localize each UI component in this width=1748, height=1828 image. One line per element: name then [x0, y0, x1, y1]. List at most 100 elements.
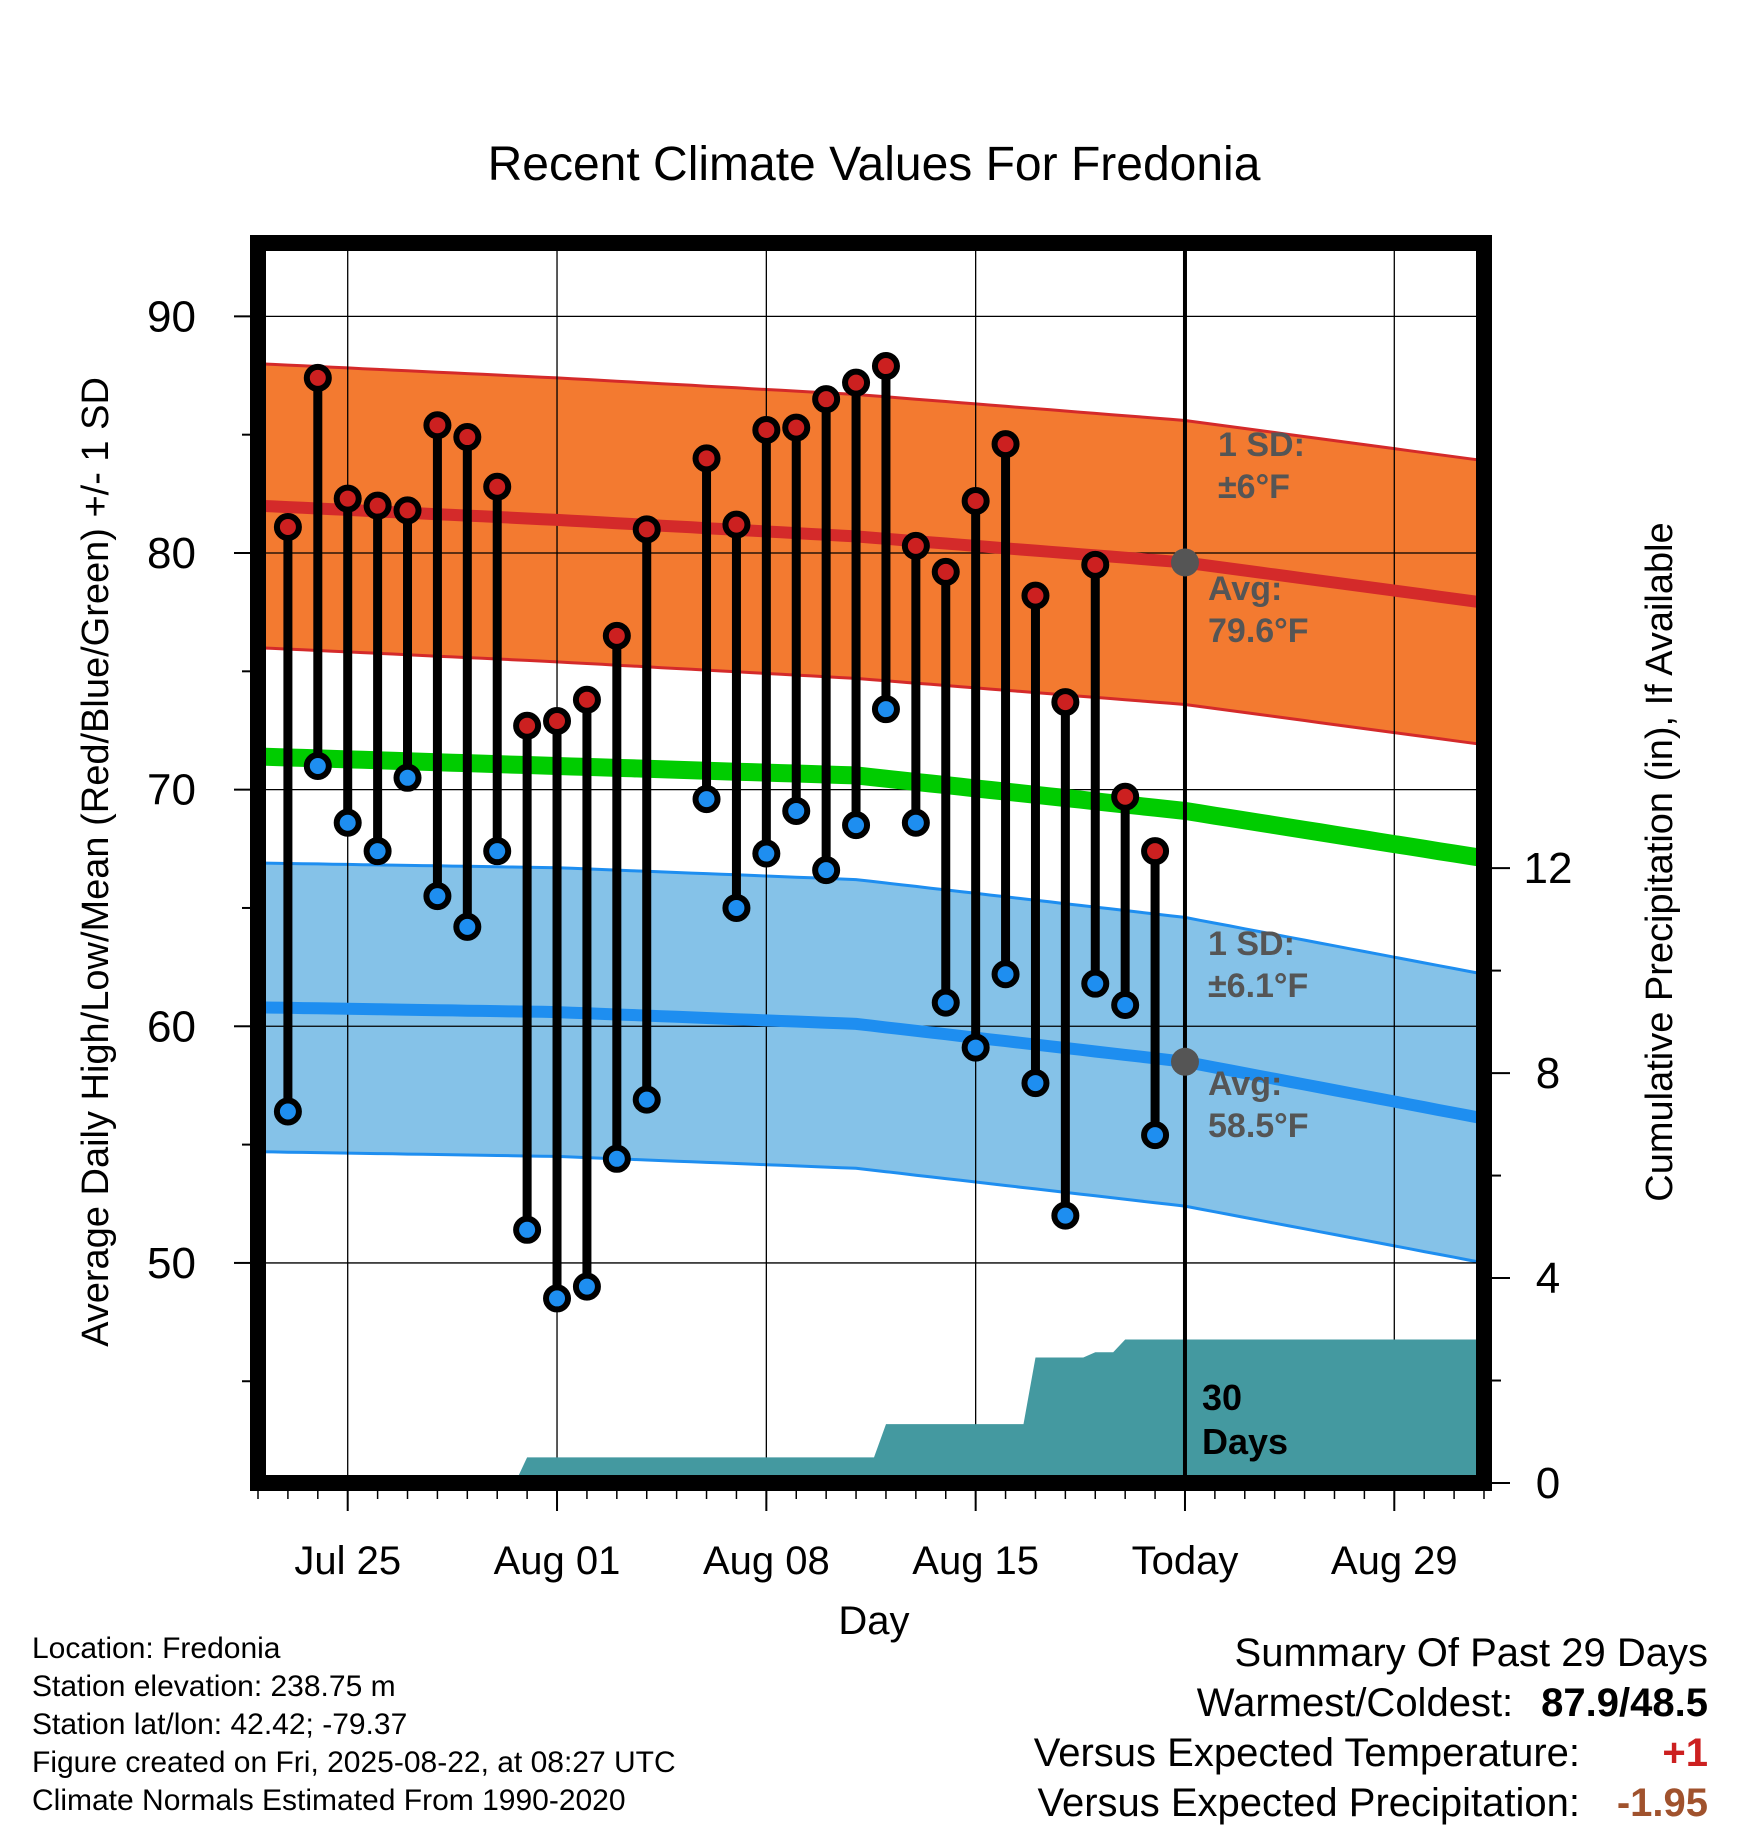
low-sd-annotation-line-1: 1 SD: — [1208, 925, 1295, 963]
low-temp-point — [871, 695, 900, 724]
high-temp-point — [961, 486, 990, 515]
temp-versus-label: Versus Expected Temperature: — [1033, 1731, 1580, 1775]
summary-precip-row: Versus Expected Precipitation: -1.95 — [1034, 1778, 1708, 1828]
low-temp-point — [543, 1284, 572, 1313]
low-temp-point — [602, 1144, 631, 1173]
temp-versus-value: +1 — [1662, 1731, 1708, 1775]
x-tick-label: Jul 25 — [294, 1539, 401, 1583]
y-tick-label: 60 — [147, 1002, 196, 1051]
low-avg-annotation-line-2: 58.5°F — [1208, 1107, 1309, 1145]
plot-area: 1 SD: ±6°F Avg: 79.6°F 1 SD: ±6.1°F Avg: 58.5°F… — [258, 243, 1484, 1483]
high-temp-point — [483, 472, 512, 501]
y-tick-label: 90 — [147, 292, 196, 341]
high-sd-lower-line — [258, 646, 1484, 747]
low-temp-point — [1111, 990, 1140, 1019]
summary-title: Summary Of Past 29 Days — [1234, 1631, 1708, 1675]
high-sd-band — [258, 363, 1484, 745]
high-temp-point — [782, 413, 811, 442]
low-temp-point — [363, 837, 392, 866]
x-tick-label: Aug 08 — [703, 1539, 830, 1583]
meta-created: Figure created on Fri, 2025-08-22, at 08… — [32, 1746, 676, 1779]
high-temp-point — [1051, 688, 1080, 717]
low-temp-point — [1141, 1121, 1170, 1150]
x-tick-label: Today — [1132, 1539, 1239, 1583]
high-temp-point — [423, 411, 452, 440]
y-axis-label: Average Daily High/Low/Mean (Red/Blue/Gr… — [75, 377, 117, 1347]
high-temp-point — [722, 510, 751, 539]
meta-normals: Climate Normals Estimated From 1990-2020 — [32, 1784, 626, 1817]
low-temp-point — [1081, 969, 1110, 998]
high-temp-point — [273, 512, 302, 541]
low-sd-lower-line — [258, 1150, 1484, 1265]
precip-versus-value: -1.95 — [1616, 1781, 1708, 1825]
low-avg-annotation-line-1: Avg: — [1208, 1065, 1282, 1103]
low-temp-point — [572, 1272, 601, 1301]
y2-tick-label: 12 — [1524, 844, 1573, 893]
warmest-coldest-label: Warmest/Coldest: — [1196, 1681, 1514, 1725]
high-temp-point — [901, 531, 930, 560]
today-high-avg-marker — [1170, 548, 1199, 577]
days-annotation-line-1: 30 — [1202, 1377, 1242, 1418]
low-temp-point — [1051, 1201, 1080, 1230]
y2-tick-label: 4 — [1536, 1254, 1560, 1303]
low-temp-point — [812, 856, 841, 885]
high-temp-point — [1021, 581, 1050, 610]
y-tick-label: 50 — [147, 1239, 196, 1288]
low-temp-point — [901, 808, 930, 837]
high-temp-point — [931, 557, 960, 586]
high-sd-annotation-line-2: ±6°F — [1218, 468, 1290, 506]
low-temp-point — [483, 837, 512, 866]
low-temp-point — [991, 960, 1020, 989]
low-avg-line — [258, 1001, 1484, 1125]
high-temp-point — [692, 444, 721, 473]
plot-frame — [250, 235, 1492, 1491]
low-temp-point — [752, 839, 781, 868]
low-temp-point — [961, 1033, 990, 1062]
y-tick-label: 80 — [147, 529, 196, 578]
high-temp-point — [363, 491, 392, 520]
meta-elevation: Station elevation: 238.75 m — [32, 1670, 396, 1703]
high-temp-point — [303, 363, 332, 392]
high-temp-point — [1141, 837, 1170, 866]
low-sd-upper-line — [258, 861, 1484, 976]
low-temp-point — [453, 912, 482, 941]
mean-avg-line — [258, 747, 1484, 868]
station-metadata: Location: Fredonia Station elevation: 23… — [32, 1630, 676, 1820]
warmest-coldest-value: 87.9/48.5 — [1541, 1681, 1708, 1725]
low-temp-point — [273, 1097, 302, 1126]
today-low-avg-marker — [1170, 1047, 1199, 1076]
low-temp-point — [722, 893, 751, 922]
high-temp-point — [1111, 782, 1140, 811]
high-temp-point — [842, 368, 871, 397]
summary-panel: Summary Of Past 29 Days Warmest/Coldest:… — [1034, 1628, 1708, 1828]
high-temp-point — [333, 484, 362, 513]
low-temp-point — [1021, 1069, 1050, 1098]
summary-temp-row: Versus Expected Temperature: +1 — [1034, 1728, 1708, 1778]
x-axis-label: Day — [838, 1599, 909, 1643]
y-tick-label: 70 — [147, 766, 196, 815]
y2-tick-label: 0 — [1536, 1459, 1560, 1508]
low-sd-band — [258, 863, 1484, 1263]
y2-axis-label: Cumulative Precipitation (in), If Availa… — [1639, 522, 1681, 1201]
x-tick-label: Aug 15 — [912, 1539, 1039, 1583]
low-temp-point — [513, 1215, 542, 1244]
high-avg-annotation-line-1: Avg: — [1208, 570, 1282, 608]
y2-tick-label: 8 — [1536, 1049, 1560, 1098]
high-avg-annotation-line-2: 79.6°F — [1208, 612, 1309, 650]
high-temp-point — [572, 685, 601, 714]
high-sd-annotation-line-1: 1 SD: — [1218, 426, 1305, 464]
low-temp-point — [303, 751, 332, 780]
low-temp-point — [333, 808, 362, 837]
precip-area — [258, 1339, 1484, 1483]
meta-latlon: Station lat/lon: 42.42; -79.37 — [32, 1708, 408, 1741]
high-temp-point — [632, 515, 661, 544]
low-temp-point — [632, 1085, 661, 1114]
low-temp-point — [423, 882, 452, 911]
high-temp-point — [453, 423, 482, 452]
chart-title: Recent Climate Values For Fredonia — [488, 138, 1261, 191]
x-tick-label: Aug 01 — [494, 1539, 621, 1583]
high-sd-upper-line — [258, 362, 1484, 463]
high-temp-point — [812, 385, 841, 414]
low-temp-point — [782, 796, 811, 825]
high-temp-point — [1081, 550, 1110, 579]
